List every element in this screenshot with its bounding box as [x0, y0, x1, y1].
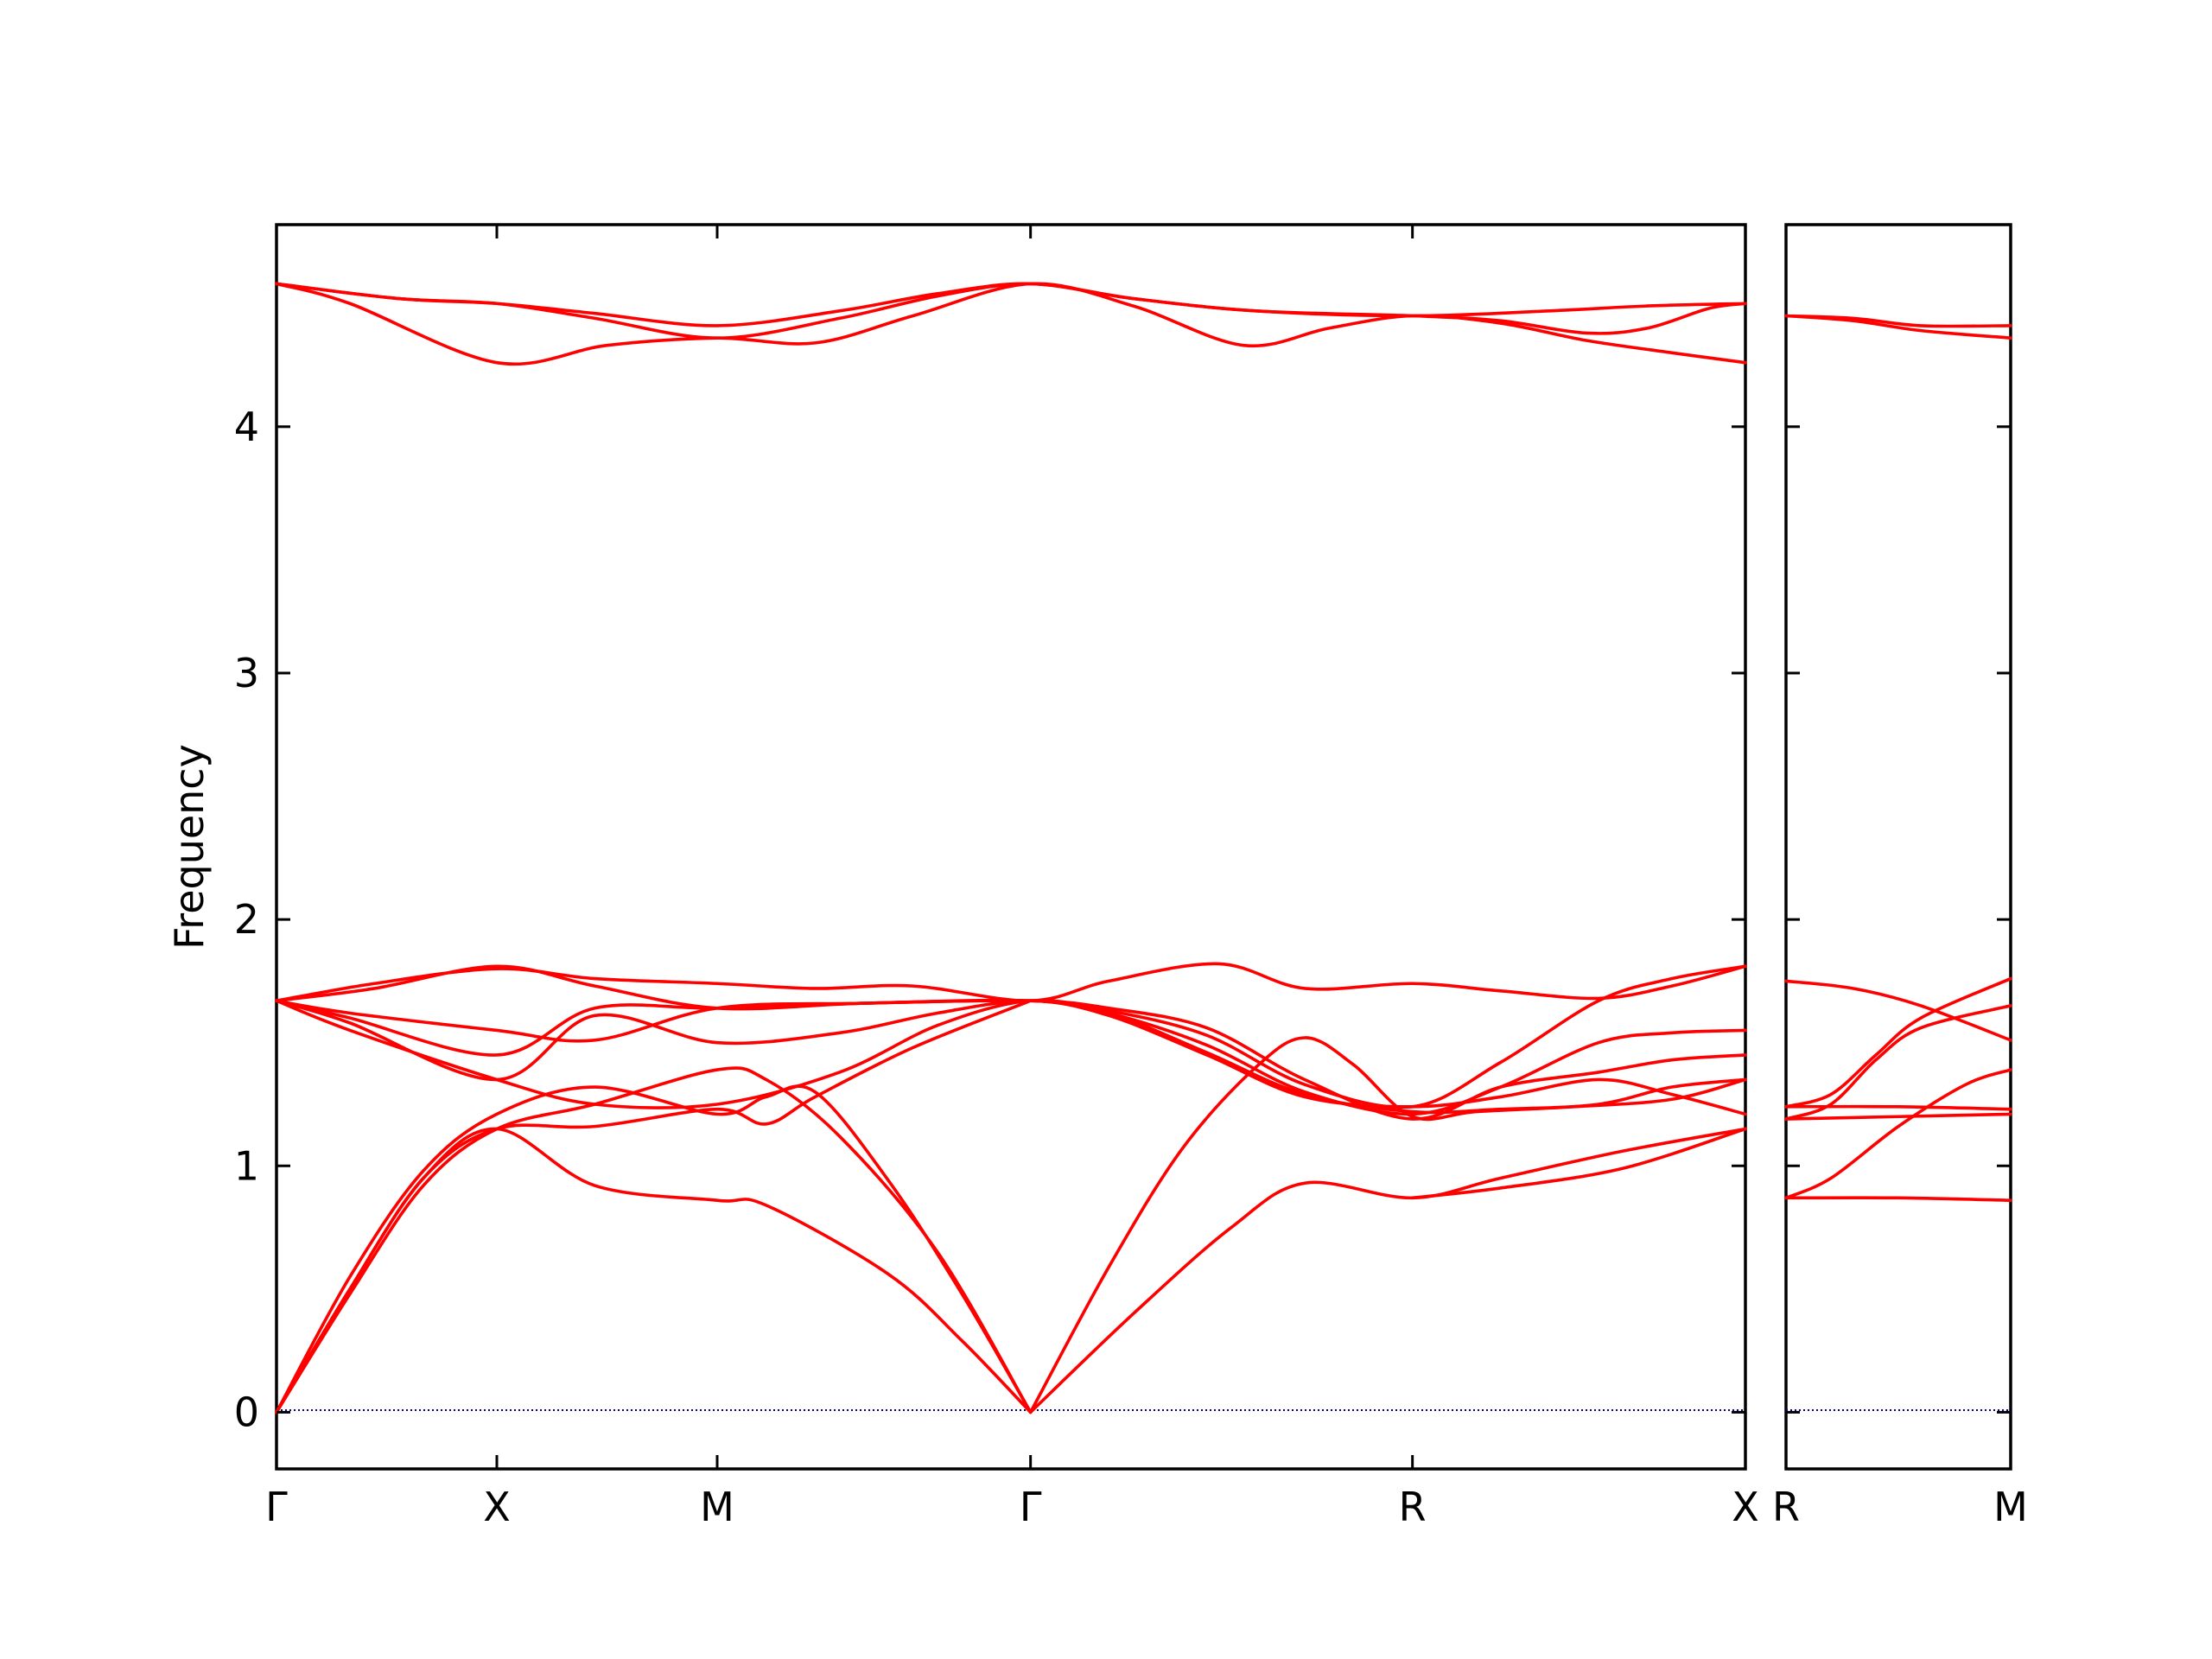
left-panel: 0 1 2 3 4 Γ X M Γ R X	[234, 223, 1759, 1530]
left-band-14	[1028, 1036, 1747, 1414]
left-bands	[275, 282, 1747, 1414]
left-y-ticks: 0 1 2 3 4	[234, 404, 1745, 1435]
right-band-3	[1784, 979, 2012, 1042]
right-bands	[1784, 314, 2012, 1202]
right-panel-frame	[1784, 223, 2012, 1471]
left-x-tick-label-6: X	[1732, 1484, 1759, 1530]
right-x-tick-label-1: R	[1772, 1484, 1800, 1530]
right-band-4	[1784, 976, 2012, 1109]
left-band-13	[275, 1127, 1033, 1414]
left-band-16	[1410, 1127, 1747, 1200]
y-tick-label-4: 4	[234, 404, 259, 450]
left-band-15	[1028, 1127, 1747, 1414]
left-band-10	[275, 1084, 1033, 1414]
left-panel-frame	[275, 223, 1747, 1471]
left-band-12	[275, 999, 1033, 1414]
right-band-9	[1784, 1196, 2012, 1202]
left-band-7	[275, 999, 1747, 1121]
left-x-tick-label-1: Γ	[265, 1484, 288, 1530]
left-band-6	[275, 998, 1747, 1116]
y-tick-label-0: 0	[234, 1389, 259, 1435]
right-band-6	[1784, 1104, 2012, 1111]
left-band-3	[275, 282, 1747, 327]
left-band-5	[275, 964, 1747, 1109]
right-x-tick-label-2: M	[1993, 1484, 2028, 1530]
right-band-5	[1784, 1004, 2012, 1121]
right-band-7	[1784, 1112, 2012, 1121]
right-band-2	[1784, 314, 2012, 340]
y-tick-label-3: 3	[234, 650, 259, 696]
left-x-tick-label-3: M	[700, 1484, 734, 1530]
left-band-8	[275, 999, 1747, 1116]
left-band-11	[275, 1066, 1033, 1414]
right-y-ticks	[1786, 425, 2011, 1414]
right-band-8	[1784, 1068, 2012, 1200]
y-axis-label: Frequency	[166, 744, 213, 950]
left-x-tick-label-5: R	[1399, 1484, 1427, 1530]
y-tick-label-1: 1	[234, 1142, 259, 1189]
left-band-4	[275, 962, 1747, 1003]
y-tick-label-2: 2	[234, 896, 259, 943]
left-x-tick-label-4: Γ	[1020, 1484, 1042, 1530]
left-x-tick-label-2: X	[483, 1484, 511, 1530]
